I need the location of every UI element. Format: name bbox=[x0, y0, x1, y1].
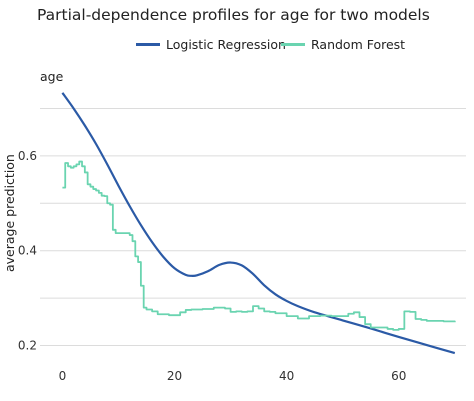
panel-label: age bbox=[40, 69, 64, 84]
y-tick-label-0: 0.2 bbox=[18, 339, 37, 353]
legend-item-series-1: Random Forest bbox=[281, 37, 405, 52]
legend-label-series-0: Logistic Regression bbox=[166, 37, 286, 52]
legend: Logistic Regression Random Forest bbox=[0, 37, 474, 57]
legend-swatch-series-1 bbox=[281, 43, 305, 46]
legend-item-series-0: Logistic Regression bbox=[136, 37, 286, 52]
x-tick-label-2: 40 bbox=[279, 369, 294, 383]
x-tick-label-3: 60 bbox=[391, 369, 406, 383]
y-tick-label-1: 0.4 bbox=[18, 244, 37, 258]
chart-title: Partial-dependence profiles for age for … bbox=[37, 6, 430, 24]
legend-swatch-series-0 bbox=[136, 43, 160, 46]
series-line-1 bbox=[62, 160, 456, 331]
series-line-0 bbox=[61, 92, 456, 355]
x-tick-label-0: 0 bbox=[59, 369, 67, 383]
x-tick-label-1: 20 bbox=[167, 369, 182, 383]
y-tick-label-2: 0.6 bbox=[18, 149, 37, 163]
legend-label-series-1: Random Forest bbox=[311, 37, 406, 52]
